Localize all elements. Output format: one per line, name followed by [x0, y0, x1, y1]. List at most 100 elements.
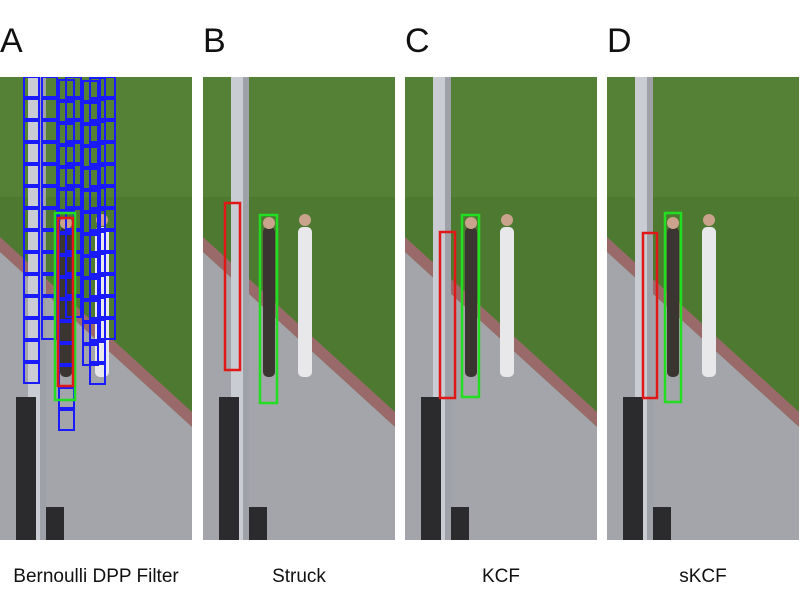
tracker-box [223, 201, 242, 372]
ground-truth-box [258, 213, 279, 405]
candidate-box [23, 98, 40, 120]
runner-1-head [667, 217, 679, 229]
scene [203, 77, 395, 540]
candidate-box [99, 230, 116, 252]
candidate-box [41, 77, 58, 98]
candidate-box [89, 341, 106, 363]
candidate-box [99, 274, 116, 296]
candidate-box [99, 142, 116, 164]
tracker-box [641, 231, 659, 400]
runner-1-head [263, 217, 275, 229]
candidate-box [23, 77, 40, 98]
candidate-box [99, 98, 116, 120]
candidate-box [89, 253, 106, 275]
candidate-box [41, 186, 58, 208]
candidate-box [41, 98, 58, 120]
panel-caption: KCF [482, 566, 520, 587]
runner-2 [702, 227, 716, 377]
candidate-box [23, 120, 40, 142]
runner-1 [465, 227, 477, 377]
candidate-box [89, 143, 106, 165]
runner-1-head [465, 217, 477, 229]
candidate-box [58, 409, 75, 431]
candidate-box [89, 231, 106, 253]
pole-shadow [243, 77, 249, 540]
panel-letter: D [607, 22, 632, 60]
ground-truth-box [663, 211, 683, 404]
signal [623, 397, 643, 540]
runner-2-head [703, 214, 715, 226]
panel-image [607, 77, 799, 540]
candidate-box [41, 142, 58, 164]
panel-letter: C [405, 22, 430, 60]
candidate-box [89, 187, 106, 209]
pole-shadow [647, 77, 653, 540]
candidate-box [89, 165, 106, 187]
scene [607, 77, 799, 540]
panel-image [0, 77, 192, 540]
road [607, 252, 799, 540]
candidate-box [23, 318, 40, 340]
candidate-box [23, 362, 40, 384]
signal-2 [249, 507, 267, 540]
candidate-box [65, 142, 82, 164]
candidate-box [99, 186, 116, 208]
candidate-box [23, 274, 40, 296]
runner-2 [500, 227, 514, 377]
candidate-box [99, 318, 116, 340]
candidate-box [65, 186, 82, 208]
candidate-box [89, 275, 106, 297]
road [405, 252, 597, 540]
runner-1 [263, 227, 275, 377]
pole-shadow [445, 77, 451, 540]
road [203, 252, 395, 540]
candidate-box [65, 98, 82, 120]
panel-image [405, 77, 597, 540]
candidate-box [23, 142, 40, 164]
candidate-box [89, 209, 106, 231]
ground-truth-box [53, 211, 77, 402]
panel-caption: Struck [272, 566, 326, 587]
candidate-box [41, 164, 58, 186]
ground-truth-box [460, 213, 481, 399]
signal [219, 397, 239, 540]
panel-caption: Bernoulli DPP Filter [13, 566, 179, 587]
candidate-box [99, 296, 116, 318]
candidate-box [99, 77, 116, 98]
road [0, 252, 192, 540]
candidate-box [99, 164, 116, 186]
candidate-box [23, 252, 40, 274]
tracker-box [438, 230, 457, 400]
candidate-box [65, 77, 82, 98]
candidate-box [65, 120, 82, 142]
signal [16, 397, 36, 540]
candidate-box [89, 297, 106, 319]
candidate-box [65, 164, 82, 186]
runner-2-head [501, 214, 513, 226]
panel-letter: A [0, 22, 23, 60]
candidate-box [99, 208, 116, 230]
candidate-box [89, 77, 106, 99]
candidate-box [23, 340, 40, 362]
candidate-box [23, 164, 40, 186]
scene [405, 77, 597, 540]
panel-image [203, 77, 395, 540]
candidate-box [41, 120, 58, 142]
candidate-box [89, 99, 106, 121]
candidate-box [99, 120, 116, 142]
candidate-box [23, 208, 40, 230]
signal-2 [653, 507, 671, 540]
panel-caption: sKCF [679, 566, 727, 587]
scene [0, 77, 192, 540]
candidate-box [23, 186, 40, 208]
signal [421, 397, 441, 540]
signal-2 [451, 507, 469, 540]
candidate-box [23, 230, 40, 252]
runner-2-head [299, 214, 311, 226]
panel-letter: B [203, 22, 226, 60]
runner-1 [667, 227, 679, 377]
tracker-box [56, 216, 75, 388]
candidate-box [89, 121, 106, 143]
candidate-box [89, 363, 106, 385]
